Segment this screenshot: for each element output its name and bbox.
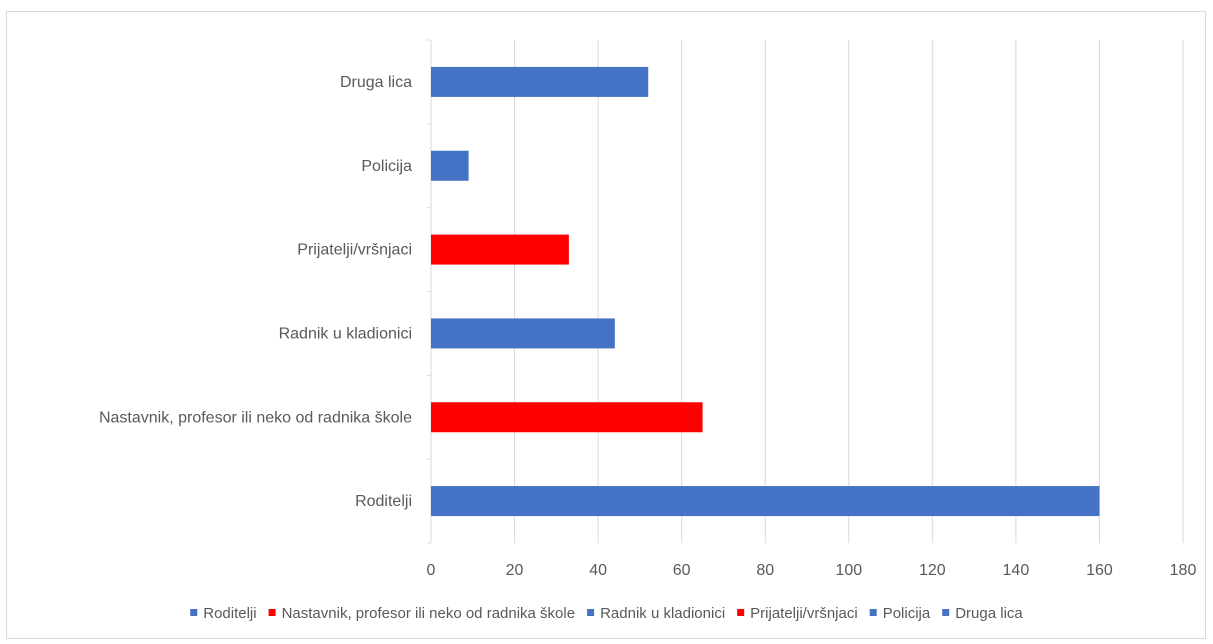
legend-item: Druga lica	[942, 605, 1023, 622]
tick-label: 60	[673, 562, 691, 579]
tick-label: 0	[427, 562, 436, 579]
bar	[431, 402, 703, 433]
bar	[431, 66, 649, 97]
tick-label: 120	[919, 562, 946, 579]
legend: Roditelji Nastavnik, profesor ili neko od…	[190, 605, 1023, 622]
legend-swatch	[587, 609, 595, 616]
category-label: Prijatelji/vršnjaci	[297, 242, 412, 259]
legend-label: Druga lica	[955, 605, 1023, 622]
legend-item: Policija	[869, 605, 931, 622]
legend-label: Policija	[883, 605, 931, 622]
legend-item: Radnik u kladionici	[587, 605, 725, 622]
legend-swatch	[737, 609, 745, 616]
category-label: Radnik u kladionici	[279, 325, 412, 342]
tick-label: 140	[1003, 562, 1030, 579]
grid-lines	[514, 40, 1184, 543]
tick-label: 40	[589, 562, 607, 579]
legend-swatch	[869, 609, 877, 616]
tick-labels: 0 20 40 60 80 100 120 140 160 180	[427, 562, 1197, 579]
tick-label: 180	[1170, 562, 1197, 579]
category-label: Druga lica	[340, 74, 412, 91]
legend-label: Roditelji	[203, 605, 256, 622]
bars	[431, 66, 1100, 517]
legend-item: Roditelji	[190, 605, 257, 622]
bar	[431, 318, 615, 349]
tick-label: 160	[1086, 562, 1113, 579]
legend-label: Prijatelji/vršnjaci	[750, 605, 858, 622]
tick-label: 100	[835, 562, 862, 579]
legend-swatch	[942, 609, 950, 616]
category-label: Roditelji	[355, 493, 412, 510]
category-axis	[427, 39, 432, 544]
legend-label: Radnik u kladionici	[600, 605, 725, 622]
bar	[431, 486, 1100, 517]
category-label: Policija	[361, 158, 412, 175]
bar	[431, 234, 569, 265]
category-label: Nastavnik, profesor ili neko od radnika …	[99, 409, 412, 426]
tick-label: 80	[756, 562, 774, 579]
legend-item: Nastavnik, profesor ili neko od radnika …	[268, 605, 575, 622]
legend-label: Nastavnik, profesor ili neko od radnika …	[282, 605, 575, 622]
legend-item: Prijatelji/vršnjaci	[737, 605, 858, 622]
legend-swatch	[268, 609, 276, 616]
category-labels: Roditelji Nastavnik, profesor ili neko od…	[99, 74, 412, 510]
tick-label: 20	[506, 562, 524, 579]
bar	[431, 150, 469, 181]
legend-swatch	[190, 609, 198, 616]
